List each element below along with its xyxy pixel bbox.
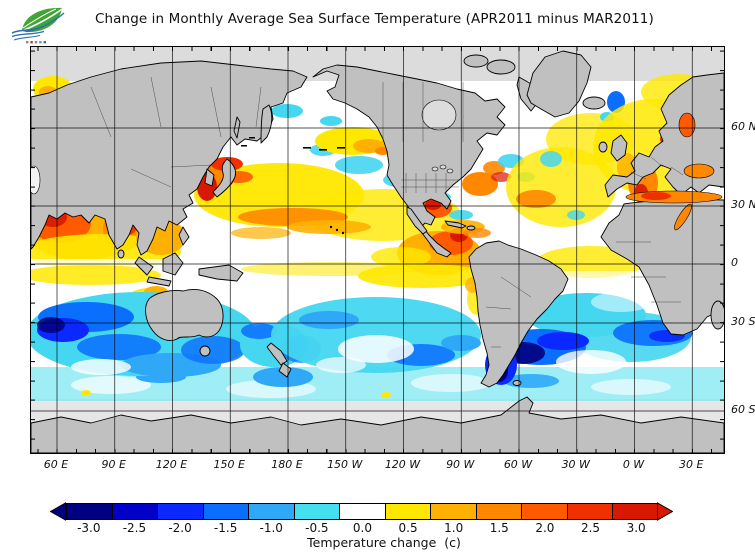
lon-label-180e: 180 E [271,458,303,471]
lat-label-30n: 30 N [731,198,755,211]
colorbar-segment [522,504,568,519]
colorbar-segment [294,504,341,519]
colorbar-tick: 2.5 [580,521,601,535]
colorbar-caption: Temperature change (c) [307,535,461,550]
lon-label-150e: 150 E [213,458,245,471]
lat-label-60s: 60 S [731,403,755,416]
lon-label-120w: 120 W [384,458,421,471]
colorbar-segment [112,504,159,519]
colorbar-segment [613,504,658,519]
lon-label-60w: 60 W [503,458,533,471]
colorbar-segment [158,504,204,519]
colorbar-tick: -3.0 [77,521,101,535]
graticule-grid [31,47,724,453]
colorbar-tick: 2.0 [535,521,555,535]
colorbar-arrow-left [50,502,66,521]
jma-leaf-logo [11,7,65,44]
logo-caption-marks [26,41,46,44]
colorbar-tick: 0.0 [352,521,372,535]
colorbar-segment [431,504,477,519]
colorbar-segment [567,504,614,519]
colorbar-tick: 1.0 [444,521,464,535]
leaf-shape [22,7,65,33]
colorbar-segment [340,504,386,519]
lon-label-30e: 30 E [679,458,704,471]
colorbar-tick: 3.0 [626,521,646,535]
lon-label-0w: 0 W [622,458,645,471]
colorbar-segment [249,504,295,519]
lon-label-30w: 30 W [561,458,590,471]
lon-label-60e: 60 E [43,458,69,471]
lon-label-90w: 90 W [446,458,475,471]
temperature-colorbar [66,503,659,520]
colorbar-tick: -2.0 [168,521,192,535]
colorbar-tick: 1.5 [489,521,509,535]
lon-label-120e: 120 E [155,458,188,471]
world-map-graphic [31,47,724,453]
colorbar-tick: 0.5 [398,521,418,535]
lat-label-60n: 60 N [731,120,755,133]
lat-label-30s: 30 S [731,315,755,328]
colorbar-tick: -1.0 [259,521,283,535]
colorbar-tick: -0.5 [305,521,329,535]
colorbar-segment [385,504,432,519]
colorbar-tick: -1.5 [213,521,238,535]
wave-lines [11,27,45,41]
colorbar-segment [476,504,523,519]
colorbar-tick-labels: -3.0 -2.5 -2.0 -1.5 -1.0 -0.5 0.0 0.5 1.… [66,521,659,535]
colorbar-arrow-right [657,502,673,521]
colorbar-tick: -2.5 [122,521,147,535]
lon-label-150w: 150 W [327,458,363,471]
colorbar-segment [203,504,250,519]
colorbar-segment [67,504,113,519]
sst-anomaly-map [30,46,725,454]
lon-label-90e: 90 E [101,458,126,471]
page-title: Change in Monthly Average Sea Surface Te… [95,11,654,27]
country-borders [90,76,684,348]
lat-label-0: 0 [731,256,738,269]
inland-seas [31,99,723,231]
